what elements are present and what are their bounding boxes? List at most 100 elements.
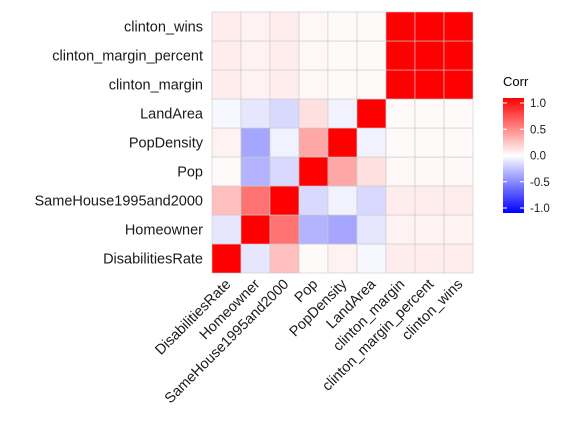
heatmap-cell-PopDensity-Homeowner xyxy=(240,127,271,158)
legend: Corr 1.0 0.5 0.0 -0.5 -1.0 xyxy=(503,74,550,215)
heatmap-cell-Homeowner-Homeowner xyxy=(240,214,271,245)
heatmap-cell-SameHouse1995and2000-Pop xyxy=(298,185,329,216)
legend-title: Corr xyxy=(503,74,529,89)
heatmap-cell-LandArea-clinton_wins xyxy=(443,98,474,129)
heatmap-cell-SameHouse1995and2000-PopDensity xyxy=(327,185,358,216)
heatmap-cell-clinton_margin_percent-clinton_margin xyxy=(385,40,416,71)
y-tick-label: clinton_margin xyxy=(109,78,203,94)
legend-colorbar xyxy=(503,98,524,213)
legend-tick-label: 0.0 xyxy=(530,151,546,163)
heatmap-cell-PopDensity-PopDensity xyxy=(327,127,358,158)
y-tick-label: Homeowner xyxy=(125,223,203,239)
heatmap-cell-DisabilitiesRate-SameHouse1995and2000 xyxy=(269,243,300,274)
y-tick-label: clinton_margin_percent xyxy=(52,49,203,65)
heatmap-cell-clinton_margin_percent-Pop xyxy=(298,40,329,71)
heatmap-cell-clinton_margin_percent-clinton_margin_percent xyxy=(414,40,445,71)
y-tick-label: SameHouse1995and2000 xyxy=(35,194,204,210)
legend-tick-label: -0.5 xyxy=(530,177,550,189)
heatmap-cell-clinton_wins-clinton_wins xyxy=(443,11,474,42)
heatmap-cell-DisabilitiesRate-clinton_margin xyxy=(385,243,416,274)
heatmap-cells xyxy=(211,11,474,274)
heatmap-cell-Pop-Homeowner xyxy=(240,156,271,187)
y-tick-label: Pop xyxy=(177,165,203,181)
y-axis-labels: DisabilitiesRate Homeowner SameHouse1995an… xyxy=(35,20,204,268)
heatmap-cell-Homeowner-LandArea xyxy=(356,214,387,245)
heatmap-cell-LandArea-LandArea xyxy=(356,98,387,129)
heatmap-cell-PopDensity-SameHouse1995and2000 xyxy=(269,127,300,158)
heatmap-cell-clinton_margin-LandArea xyxy=(356,69,387,100)
heatmap-cell-SameHouse1995and2000-Homeowner xyxy=(240,185,271,216)
heatmap-cell-Homeowner-Pop xyxy=(298,214,329,245)
heatmap-cell-DisabilitiesRate-LandArea xyxy=(356,243,387,274)
heatmap-cell-SameHouse1995and2000-DisabilitiesRate xyxy=(211,185,242,216)
heatmap-cell-DisabilitiesRate-DisabilitiesRate xyxy=(211,243,242,274)
heatmap-cell-clinton_wins-DisabilitiesRate xyxy=(211,11,242,42)
heatmap-cell-LandArea-clinton_margin xyxy=(385,98,416,129)
heatmap-cell-Pop-LandArea xyxy=(356,156,387,187)
heatmap-cell-clinton_wins-clinton_margin_percent xyxy=(414,11,445,42)
heatmap-cell-clinton_margin-Pop xyxy=(298,69,329,100)
heatmap-cell-Pop-PopDensity xyxy=(327,156,358,187)
heatmap-cell-clinton_wins-clinton_margin xyxy=(385,11,416,42)
heatmap-cell-clinton_margin-clinton_wins xyxy=(443,69,474,100)
y-tick-label: PopDensity xyxy=(129,136,204,152)
heatmap-cell-LandArea-Pop xyxy=(298,98,329,129)
heatmap-cell-SameHouse1995and2000-SameHouse1995and2000 xyxy=(269,185,300,216)
heatmap-cell-clinton_wins-SameHouse1995and2000 xyxy=(269,11,300,42)
y-tick-label: DisabilitiesRate xyxy=(103,252,203,268)
heatmap-cell-clinton_margin-clinton_margin xyxy=(385,69,416,100)
heatmap-cell-DisabilitiesRate-clinton_margin_percent xyxy=(414,243,445,274)
heatmap-cell-clinton_margin-DisabilitiesRate xyxy=(211,69,242,100)
heatmap-cell-Pop-SameHouse1995and2000 xyxy=(269,156,300,187)
heatmap-cell-LandArea-PopDensity xyxy=(327,98,358,129)
heatmap-cell-clinton_margin-Homeowner xyxy=(240,69,271,100)
heatmap-cell-SameHouse1995and2000-LandArea xyxy=(356,185,387,216)
legend-tick-label: -1.0 xyxy=(530,203,550,215)
heatmap-cell-DisabilitiesRate-PopDensity xyxy=(327,243,358,274)
heatmap-cell-SameHouse1995and2000-clinton_margin xyxy=(385,185,416,216)
heatmap-cell-clinton_margin_percent-DisabilitiesRate xyxy=(211,40,242,71)
heatmap-cell-Pop-clinton_margin_percent xyxy=(414,156,445,187)
heatmap-cell-PopDensity-Pop xyxy=(298,127,329,158)
legend-tick-label: 0.5 xyxy=(530,124,546,136)
y-tick-label: clinton_wins xyxy=(124,20,203,36)
heatmap-cell-clinton_wins-LandArea xyxy=(356,11,387,42)
legend-tick-label: 1.0 xyxy=(530,98,546,110)
heatmap-cell-clinton_margin-clinton_margin_percent xyxy=(414,69,445,100)
heatmap-cell-Pop-Pop xyxy=(298,156,329,187)
heatmap-cell-clinton_margin_percent-clinton_wins xyxy=(443,40,474,71)
heatmap-cell-clinton_wins-PopDensity xyxy=(327,11,358,42)
heatmap-cell-PopDensity-LandArea xyxy=(356,127,387,158)
heatmap-cell-LandArea-SameHouse1995and2000 xyxy=(269,98,300,129)
heatmap-cell-LandArea-DisabilitiesRate xyxy=(211,98,242,129)
heatmap-cell-Homeowner-PopDensity xyxy=(327,214,358,245)
heatmap-cell-PopDensity-clinton_margin_percent xyxy=(414,127,445,158)
heatmap-cell-PopDensity-DisabilitiesRate xyxy=(211,127,242,158)
heatmap-cell-Homeowner-clinton_margin xyxy=(385,214,416,245)
heatmap-cell-LandArea-clinton_margin_percent xyxy=(414,98,445,129)
heatmap-cell-clinton_margin_percent-SameHouse1995and2000 xyxy=(269,40,300,71)
heatmap-cell-clinton_margin_percent-LandArea xyxy=(356,40,387,71)
heatmap-cell-Homeowner-SameHouse1995and2000 xyxy=(269,214,300,245)
heatmap-cell-clinton_margin_percent-PopDensity xyxy=(327,40,358,71)
heatmap-cell-clinton_margin_percent-Homeowner xyxy=(240,40,271,71)
heatmap-cell-Pop-clinton_wins xyxy=(443,156,474,187)
y-tick-label: LandArea xyxy=(140,107,204,123)
heatmap-cell-Pop-clinton_margin xyxy=(385,156,416,187)
heatmap-cell-PopDensity-clinton_margin xyxy=(385,127,416,158)
heatmap-cell-clinton_margin-PopDensity xyxy=(327,69,358,100)
heatmap-cell-Pop-DisabilitiesRate xyxy=(211,156,242,187)
x-axis-labels: DisabilitiesRateHomeownerSameHouse1995an… xyxy=(152,276,466,407)
heatmap-cell-DisabilitiesRate-Pop xyxy=(298,243,329,274)
legend-ticks: 1.0 0.5 0.0 -0.5 -1.0 xyxy=(503,98,550,215)
heatmap-cell-Homeowner-DisabilitiesRate xyxy=(211,214,242,245)
heatmap-cell-PopDensity-clinton_wins xyxy=(443,127,474,158)
heatmap-cell-DisabilitiesRate-clinton_wins xyxy=(443,243,474,274)
heatmap-cell-Homeowner-clinton_wins xyxy=(443,214,474,245)
heatmap-cell-DisabilitiesRate-Homeowner xyxy=(240,243,271,274)
heatmap-cell-SameHouse1995and2000-clinton_margin_percent xyxy=(414,185,445,216)
heatmap-cell-clinton_margin-SameHouse1995and2000 xyxy=(269,69,300,100)
heatmap-cell-LandArea-Homeowner xyxy=(240,98,271,129)
x-tick-label: SameHouse1995and2000 xyxy=(162,277,292,407)
